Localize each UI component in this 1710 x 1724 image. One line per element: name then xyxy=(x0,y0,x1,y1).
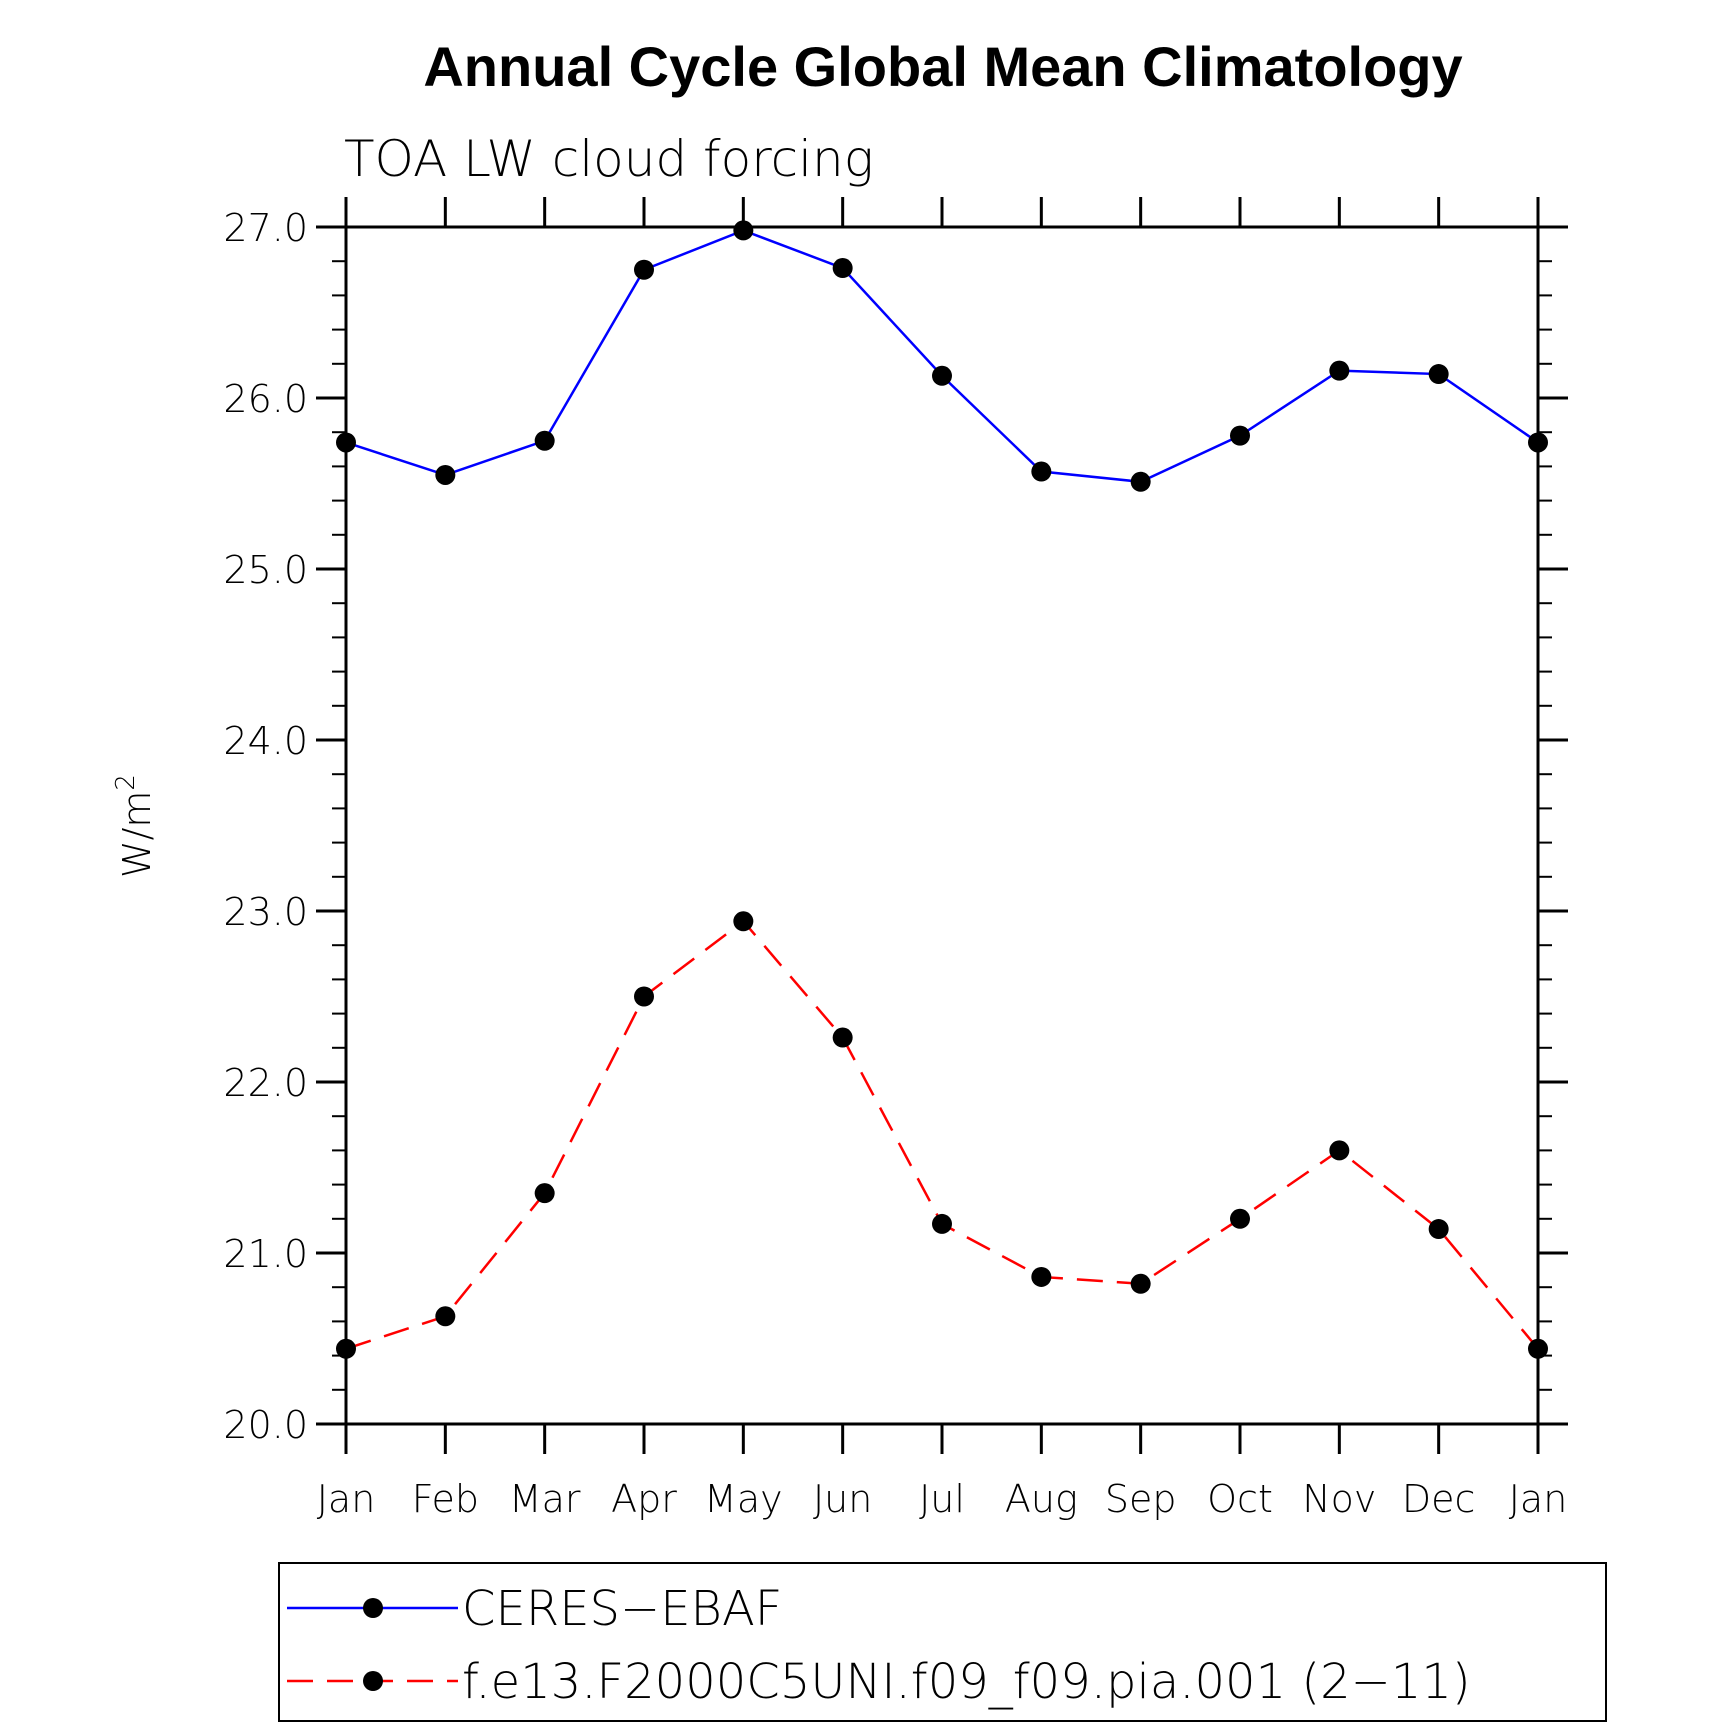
data-point-series1-7 xyxy=(1031,1266,1052,1287)
data-point-series1-1 xyxy=(435,1306,456,1327)
data-point-series1-6 xyxy=(932,1213,952,1234)
data-point-series0-10 xyxy=(1329,360,1350,381)
x-tick-label: May xyxy=(704,1477,783,1521)
y-tick-label: 26.0 xyxy=(223,377,308,421)
data-point-series0-2 xyxy=(534,430,555,451)
data-point-series1-5 xyxy=(832,1027,853,1048)
y-tick-label: 23.0 xyxy=(223,890,308,934)
data-point-series0-11 xyxy=(1428,364,1449,385)
data-point-series1-11 xyxy=(1428,1219,1449,1240)
x-tick-label: Jun xyxy=(813,1477,872,1521)
data-point-series0-3 xyxy=(634,259,654,280)
legend-label-1: f.e13.F2000C5UNI.f09_f09.pia.001 (2−11) xyxy=(462,1654,1471,1710)
legend-label-0: CERES−EBAF xyxy=(462,1581,782,1637)
y-axis-label-superscript: 2 xyxy=(111,774,141,791)
x-tick-label: Nov xyxy=(1302,1477,1376,1521)
data-point-series1-12 xyxy=(1528,1338,1548,1359)
y-tick-label: 20.0 xyxy=(223,1403,308,1447)
series-line-0 xyxy=(345,229,1539,484)
data-point-series0-9 xyxy=(1230,425,1250,446)
y-tick-label: 22.0 xyxy=(223,1061,308,1105)
legend-box xyxy=(278,1562,1607,1722)
x-tick-label: Mar xyxy=(509,1477,581,1521)
data-point-series0-8 xyxy=(1130,471,1151,492)
x-tick-label: Apr xyxy=(611,1477,677,1521)
y-tick-label: 27.0 xyxy=(223,206,308,250)
series-line-1 xyxy=(345,919,1539,1350)
data-point-series1-0 xyxy=(336,1338,356,1359)
data-point-series1-4 xyxy=(733,911,754,932)
y-axis-label: W/m2 xyxy=(111,774,159,878)
plot-axes: 20.0 21.0 22.0 23.0 24.0 25.0 26.0 27.0 Jan Feb Ma… xyxy=(111,197,1568,1521)
plot-frame xyxy=(344,225,1540,1426)
legend-marker-0 xyxy=(363,1598,383,1618)
data-point-series0-12 xyxy=(1528,432,1548,453)
data-point-series0-4 xyxy=(733,220,754,241)
x-tick-label: Sep xyxy=(1105,1477,1177,1521)
data-point-series0-5 xyxy=(832,258,853,279)
x-tick-label: Aug xyxy=(1005,1477,1078,1521)
data-point-series0-1 xyxy=(435,464,456,485)
data-point-series1-3 xyxy=(634,986,654,1007)
x-tick-label: Jan xyxy=(317,1477,376,1521)
x-tick-label: Dec xyxy=(1402,1477,1476,1521)
data-point-series1-2 xyxy=(534,1183,555,1204)
data-point-series0-0 xyxy=(336,432,356,453)
y-tick-label: 25.0 xyxy=(223,548,308,592)
data-point-series0-6 xyxy=(932,365,952,386)
data-point-series1-8 xyxy=(1130,1273,1151,1294)
x-tick-label: Jul xyxy=(919,1477,965,1521)
legend-marker-1 xyxy=(363,1671,383,1691)
data-point-series0-7 xyxy=(1031,461,1052,482)
x-tick-label: Feb xyxy=(412,1477,479,1521)
y-tick-label: 24.0 xyxy=(223,719,308,763)
series-layer xyxy=(336,220,1548,1359)
x-tick-label: Oct xyxy=(1207,1477,1273,1521)
y-tick-label: 21.0 xyxy=(223,1232,308,1276)
data-point-series1-9 xyxy=(1230,1208,1250,1229)
x-tick-label: Jan xyxy=(1509,1477,1568,1521)
data-point-series1-10 xyxy=(1329,1140,1350,1161)
y-axis-label-text: W/m xyxy=(115,791,159,878)
legend: CERES−EBAF f.e13.F2000C5UNI.f09_f09.pia.0… xyxy=(278,1562,1607,1722)
chart-subtitle: TOA LW cloud forcing xyxy=(344,130,874,188)
chart-title: Annual Cycle Global Mean Climatology xyxy=(423,35,1462,98)
